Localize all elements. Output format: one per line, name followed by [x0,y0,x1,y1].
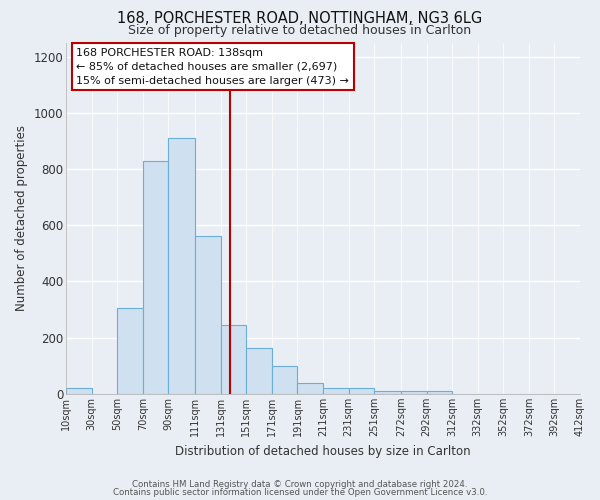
Y-axis label: Number of detached properties: Number of detached properties [15,125,28,311]
Text: 168 PORCHESTER ROAD: 138sqm
← 85% of detached houses are smaller (2,697)
15% of : 168 PORCHESTER ROAD: 138sqm ← 85% of det… [76,48,349,86]
Bar [272,366,298,394]
Bar [298,382,323,394]
Bar [374,391,401,394]
Bar [143,160,169,394]
Bar [169,138,195,394]
Bar [117,308,143,394]
Bar [221,325,247,394]
Bar [427,391,452,394]
Bar [401,391,427,394]
Bar [349,388,374,394]
Bar [195,236,221,394]
Text: Size of property relative to detached houses in Carlton: Size of property relative to detached ho… [128,24,472,37]
Bar [66,388,92,394]
Text: 168, PORCHESTER ROAD, NOTTINGHAM, NG3 6LG: 168, PORCHESTER ROAD, NOTTINGHAM, NG3 6L… [118,11,482,26]
Text: Contains HM Land Registry data © Crown copyright and database right 2024.: Contains HM Land Registry data © Crown c… [132,480,468,489]
Bar [323,388,349,394]
Text: Contains public sector information licensed under the Open Government Licence v3: Contains public sector information licen… [113,488,487,497]
Bar [247,348,272,394]
X-axis label: Distribution of detached houses by size in Carlton: Distribution of detached houses by size … [175,444,471,458]
